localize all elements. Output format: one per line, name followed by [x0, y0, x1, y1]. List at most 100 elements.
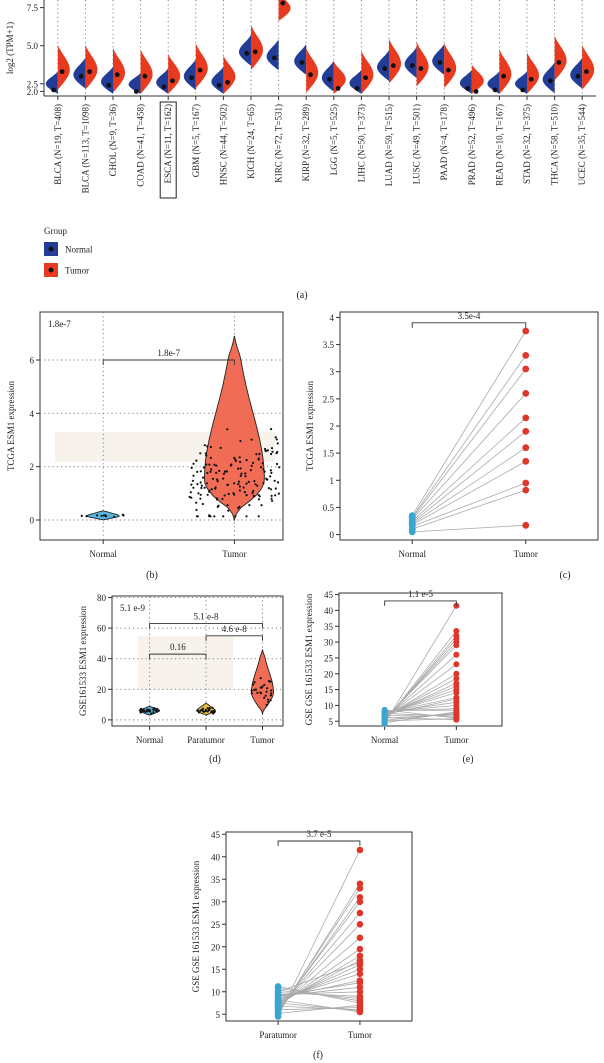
data-point [252, 489, 255, 492]
point-tumor [356, 921, 364, 928]
data-point [213, 463, 216, 466]
data-point [264, 447, 267, 451]
median-dot-tumor [473, 89, 479, 94]
point-tumor [453, 675, 460, 682]
violin-tumor [361, 50, 374, 94]
median-dot-tumor [446, 67, 451, 73]
data-point [156, 707, 159, 710]
data-point [250, 438, 253, 441]
point-tumor [356, 970, 364, 978]
violin-normal [183, 59, 196, 91]
violin-normal [294, 43, 307, 75]
point-tumor [522, 444, 530, 452]
point-tumor [453, 642, 460, 649]
data-point [245, 515, 248, 518]
data-point [209, 445, 212, 449]
x-tick-label: STAD (N=32, T=375) [522, 104, 532, 184]
median-dot-normal [78, 73, 84, 79]
data-point [216, 478, 219, 481]
median-dot-normal [575, 73, 581, 79]
point-tumor [356, 979, 364, 987]
data-point [142, 709, 145, 712]
y-tick-label: 5 [329, 717, 334, 727]
y-tick-label: 0 [330, 530, 335, 540]
pair-line [411, 393, 527, 520]
comparison-bracket [149, 653, 207, 660]
point-tumor [453, 670, 460, 677]
pair-line [384, 709, 457, 719]
data-point [195, 501, 198, 504]
data-point [192, 462, 195, 465]
data-point [259, 692, 263, 695]
y-tick-label: 35 [324, 622, 334, 632]
data-point [274, 487, 277, 490]
violin-normal [239, 34, 251, 66]
median-dot-normal [271, 55, 277, 61]
y-axis-label: TCGA ESM1 expression [305, 381, 315, 472]
x-tick-label: LUSC (N=49, T=501) [412, 104, 422, 184]
y-tick-label: 2.5 [323, 394, 335, 404]
data-point [269, 469, 272, 472]
data-point [213, 515, 216, 518]
median-dot-normal [437, 60, 443, 65]
data-point [200, 486, 203, 490]
data-point [96, 514, 99, 517]
x-tick-label: CHOL (N=9, T=36) [108, 104, 118, 176]
pair-line [411, 355, 527, 518]
data-point [263, 696, 266, 699]
x-tick-label: LIHC (N=50, T=373) [356, 104, 366, 182]
data-point [199, 452, 202, 455]
data-point [205, 709, 208, 712]
legend-dot [48, 267, 54, 273]
data-point [195, 508, 198, 512]
median-dot-tumor [225, 79, 231, 85]
x-tick-label: BLCA (N=113, T=1098) [80, 104, 90, 193]
data-point [209, 456, 212, 459]
pair-line [278, 991, 360, 995]
violin-normal [73, 57, 86, 89]
point-tumor [522, 428, 530, 435]
panel-f: 5 10 15 20 25 30 35 40 45 GSE GSE 161533 ESM1 exp… [191, 829, 413, 1061]
comparison-bracket [102, 359, 235, 365]
median-dot-normal [465, 85, 470, 91]
median-dot-normal [106, 82, 112, 88]
y-tick-label: 80 [97, 593, 107, 603]
data-point [192, 486, 195, 489]
data-point [252, 461, 255, 464]
data-point [265, 477, 268, 480]
data-point [267, 701, 270, 704]
corner-pvalue: 5.1 e-9 [120, 603, 145, 613]
data-point [248, 504, 251, 507]
x-tick-label: THCA (N=58, T=510) [550, 104, 560, 185]
x-tick-label: KIRP (N=32, T=289) [301, 104, 311, 181]
data-point [269, 488, 273, 491]
x-tick-label: Tumor [222, 549, 246, 559]
y-tick-label: 30 [211, 897, 221, 907]
violin-tumor [554, 35, 567, 81]
pair-line [277, 962, 361, 993]
violin-tumor [85, 44, 98, 90]
data-point [209, 470, 212, 473]
point-tumor [453, 716, 460, 723]
median-dot-normal [189, 75, 194, 81]
pair-line [278, 982, 360, 997]
data-point [267, 698, 270, 701]
violin-normal [211, 66, 224, 94]
comparison-pvalue: 3.5e-4 [458, 311, 481, 321]
median-dot-tumor [418, 66, 424, 71]
pair-line [411, 431, 527, 523]
pair-line [412, 447, 526, 525]
comparison-pvalue: 4.6 e-8 [222, 624, 247, 634]
data-point [210, 468, 213, 471]
corner-pvalue: 1.8e-7 [48, 319, 71, 329]
data-point [276, 481, 280, 484]
data-point [258, 452, 261, 456]
data-point [208, 707, 211, 710]
data-point [256, 484, 259, 487]
data-point [269, 699, 272, 702]
violin-tumor [140, 49, 153, 94]
data-point [219, 446, 222, 449]
pair-line [384, 711, 457, 724]
data-point [237, 507, 240, 510]
point-tumor [356, 945, 364, 953]
